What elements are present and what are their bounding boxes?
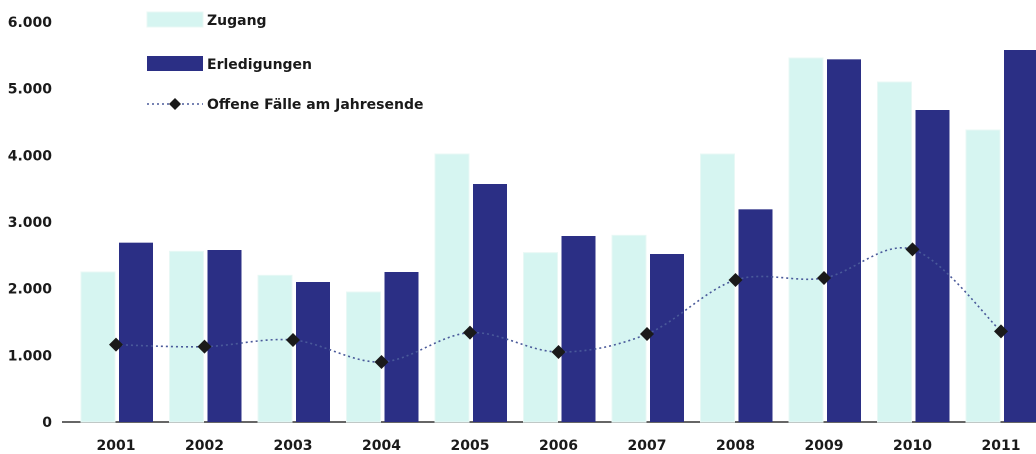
bar-erledigungen-2010 <box>915 110 950 422</box>
y-tick-label: 0 <box>42 415 52 431</box>
point-offene-2002 <box>197 339 212 354</box>
bar-zugang-2009 <box>788 57 824 423</box>
point-offene-2007 <box>640 327 654 341</box>
bar-zugang-2005 <box>434 153 470 423</box>
legend-label-zugang: Zugang <box>207 13 267 29</box>
bar-zugang-2004 <box>346 291 381 423</box>
bar-erledigungen-2008 <box>738 209 773 422</box>
legend-swatch-offene-marker <box>169 98 181 110</box>
bar-zugang-2008 <box>700 153 735 423</box>
y-tick-label: 5.000 <box>8 82 53 98</box>
x-tick-label: 2009 <box>805 438 844 454</box>
x-tick-label: 2001 <box>97 438 136 454</box>
y-tick-label: 3.000 <box>8 215 53 231</box>
line-series <box>109 242 1008 369</box>
bar-zugang-2002 <box>169 250 204 423</box>
point-offene-2006 <box>551 345 566 359</box>
bar-erledigungen-2005 <box>473 184 507 422</box>
point-offene-2011 <box>994 324 1008 339</box>
bar-zugang-2006 <box>523 252 558 423</box>
bar-erledigungen-2004 <box>384 272 419 422</box>
bar-erledigungen-2002 <box>207 250 242 422</box>
bar-erledigungen-2009 <box>827 59 861 422</box>
point-offene-2010 <box>905 242 920 257</box>
bars <box>80 50 1036 423</box>
y-tick-label: 2.000 <box>8 282 53 298</box>
x-axis-ticks: 2001 2002 2003 2004 2005 2006 2007 2008 2009 2010… <box>97 438 1021 454</box>
bar-zugang-2011 <box>965 129 1001 423</box>
x-tick-label: 2002 <box>185 438 224 454</box>
bar-zugang-2001 <box>80 271 116 423</box>
point-offene-2001 <box>109 337 123 352</box>
x-tick-label: 2011 <box>982 438 1021 454</box>
line-offene-faelle <box>115 247 1002 363</box>
point-offene-2004 <box>374 355 389 369</box>
legend-label-offene: Offene Fälle am Jahresende <box>207 97 423 113</box>
y-tick-label: 6.000 <box>8 15 53 31</box>
x-tick-label: 2006 <box>539 438 578 454</box>
legend-label-erledigungen: Erledigungen <box>207 57 312 73</box>
bar-erledigungen-2006 <box>561 236 596 422</box>
bar-erledigungen-2007 <box>650 254 684 422</box>
bar-zugang-2003 <box>257 274 293 423</box>
point-offene-2008 <box>728 273 743 287</box>
x-tick-label: 2004 <box>362 438 401 454</box>
x-tick-label: 2008 <box>716 438 755 454</box>
x-tick-label: 2007 <box>628 438 667 454</box>
x-tick-label: 2010 <box>893 438 932 454</box>
bar-erledigungen-2001 <box>119 242 153 422</box>
point-offene-2003 <box>286 333 300 347</box>
bar-erledigungen-2011 <box>1004 50 1036 422</box>
legend: Zugang Erledigungen Offene Fälle am Jahres… <box>146 11 423 113</box>
x-tick-label: 2005 <box>451 438 490 454</box>
bar-zugang-2010 <box>877 81 912 423</box>
bar-erledigungen-2003 <box>296 282 330 422</box>
y-tick-label: 1.000 <box>8 348 53 364</box>
point-offene-2005 <box>463 325 477 340</box>
y-tick-label: 4.000 <box>8 148 53 164</box>
y-axis-ticks: 0 1.000 2.000 3.000 4.000 5.000 6.000 <box>8 15 53 431</box>
x-tick-label: 2003 <box>274 438 313 454</box>
bar-zugang-2007 <box>611 234 647 423</box>
legend-swatch-erledigungen <box>147 56 203 71</box>
point-offene-2009 <box>817 271 831 285</box>
legend-swatch-zugang <box>146 11 204 28</box>
